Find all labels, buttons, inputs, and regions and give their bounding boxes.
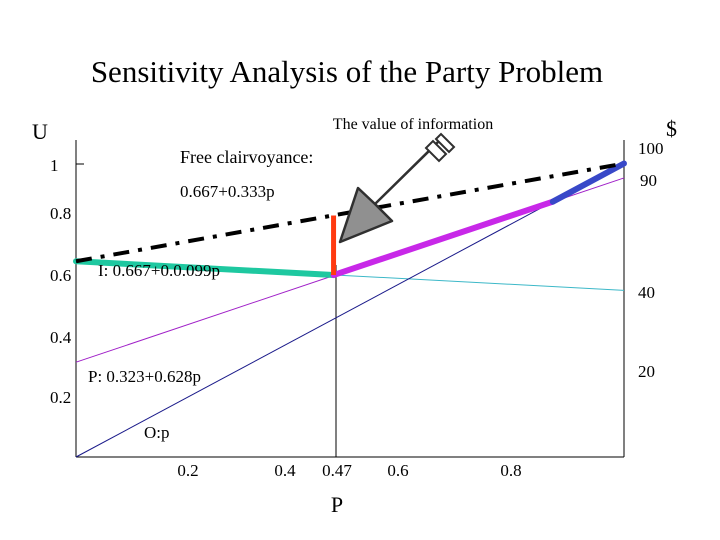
best-decision-lines [73, 160, 627, 279]
best-outdoors-segment [549, 160, 627, 205]
free-clairvoyance-formula: 0.667+0.333p [180, 182, 275, 201]
right-axis-label: $ [666, 116, 677, 141]
x-tick-label: 0.2 [177, 461, 198, 480]
left-tick-label: 0.4 [50, 328, 72, 347]
outdoors-label: O:p [144, 423, 170, 442]
x-tick-label: 0.4 [274, 461, 296, 480]
right-tick-label: 90 [640, 171, 657, 190]
right-tick-label: 40 [638, 283, 655, 302]
chart-title: Sensitivity Analysis of the Party Proble… [91, 54, 603, 89]
porch-label: P: 0.323+0.628p [88, 367, 201, 386]
right-tick-label: 20 [638, 362, 655, 381]
outdoors-line [75, 163, 625, 458]
right-tick-label: 100 [638, 139, 664, 158]
left-tick-label: 0.6 [50, 266, 71, 285]
x-axis-label: P [331, 492, 343, 517]
left-tick-label: 0.2 [50, 388, 71, 407]
x-tick-label: 0.47 [322, 461, 352, 480]
left-axis-label: U [32, 119, 48, 144]
free-clairvoyance-label: Free clairvoyance: [180, 147, 313, 167]
left-tick-label: 0.8 [50, 204, 71, 223]
best-porch-segment [330, 198, 556, 279]
value-of-information-label: The value of information [333, 116, 493, 133]
x-tick-label: 0.8 [500, 461, 521, 480]
left-tick-label: 1 [50, 156, 59, 175]
indoors-label: I: 0.667+0.0.099p [98, 261, 220, 280]
arrow-icon [338, 132, 456, 244]
x-tick-label: 0.6 [387, 461, 408, 480]
best-indoors-segment [73, 258, 337, 279]
